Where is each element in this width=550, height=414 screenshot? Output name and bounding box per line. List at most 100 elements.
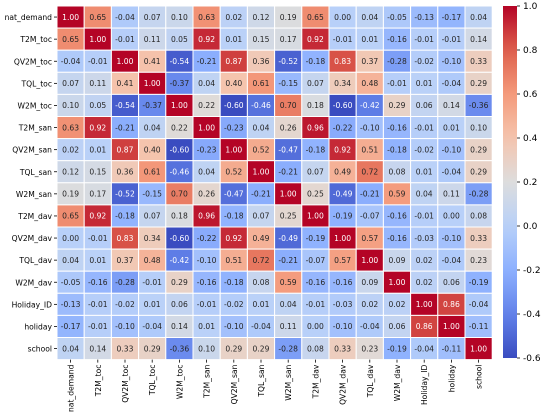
y-tick-label: school xyxy=(28,345,52,354)
cell-value-label: 0.51 xyxy=(361,145,378,154)
cell-value-label: -0.23 xyxy=(197,145,217,154)
cell-value-label: -0.01 xyxy=(88,57,108,66)
cell-value-label: 0.01 xyxy=(253,300,270,309)
y-tick-label: holiday xyxy=(24,322,52,331)
cell-value-label: 0.48 xyxy=(361,79,378,88)
cell-value-label: 0.08 xyxy=(470,212,487,221)
cell-value-label: -0.04 xyxy=(142,322,162,331)
cell-value-label: -0.36 xyxy=(170,344,190,353)
y-tick-label: W2M_dav xyxy=(15,278,52,287)
cell-value-label: -0.19 xyxy=(469,278,489,287)
cell-value-label: 0.92 xyxy=(89,123,106,132)
y-tick-label: TQL_dav xyxy=(18,256,52,265)
cell-value-label: 0.29 xyxy=(389,101,406,110)
cell-value-label: 0.36 xyxy=(117,167,134,176)
cell-value-label: 0.22 xyxy=(198,101,215,110)
cell-value-label: 0.01 xyxy=(416,79,433,88)
cell-value-label: -0.07 xyxy=(306,256,326,265)
cell-value-label: 0.65 xyxy=(89,13,106,22)
cell-value-label: 0.17 xyxy=(89,190,106,199)
cell-value-label: 0.57 xyxy=(334,256,351,265)
cell-value-label: 0.70 xyxy=(280,101,297,110)
y-tick-label: TQL_toc xyxy=(21,79,52,88)
cell-value-label: 0.10 xyxy=(470,123,487,132)
cell-value-label: -0.16 xyxy=(197,278,217,287)
cell-value-label: -0.18 xyxy=(224,278,244,287)
cell-value-label: 1.00 xyxy=(144,79,161,88)
cell-value-label: 0.01 xyxy=(89,145,106,154)
cell-value-label: -0.21 xyxy=(278,256,298,265)
colorbar-tick-label: 1.0 xyxy=(523,2,538,12)
colorbar-tick-label: -0.2 xyxy=(523,266,541,276)
cell-value-label: -0.04 xyxy=(115,13,135,22)
cell-value-label: 0.14 xyxy=(470,35,487,44)
cell-value-label: 1.00 xyxy=(443,322,460,331)
cell-value-label: -0.21 xyxy=(197,57,217,66)
cell-value-label: 0.04 xyxy=(470,13,487,22)
cell-value-label: 0.52 xyxy=(225,167,242,176)
cell-value-label: 0.86 xyxy=(443,300,460,309)
cell-value-label: 0.01 xyxy=(89,256,106,265)
cell-value-label: 0.92 xyxy=(307,35,324,44)
cell-value-label: 0.01 xyxy=(416,167,433,176)
cell-value-label: 1.00 xyxy=(225,145,242,154)
cell-value-label: 0.12 xyxy=(253,13,270,22)
cell-value-label: 0.87 xyxy=(117,145,134,154)
cell-value-label: 1.00 xyxy=(117,57,134,66)
cell-value-label: 0.07 xyxy=(307,167,324,176)
cell-value-label: 0.29 xyxy=(470,79,487,88)
cell-value-label: -0.18 xyxy=(387,145,407,154)
cell-value-label: 1.00 xyxy=(334,234,351,243)
cell-value-label: 0.59 xyxy=(280,278,297,287)
cell-value-label: -0.01 xyxy=(115,35,135,44)
cell-value-label: -0.28 xyxy=(278,344,298,353)
cell-value-label: 1.00 xyxy=(280,190,297,199)
cell-value-label: 0.02 xyxy=(62,145,79,154)
cell-value-label: 0.06 xyxy=(389,322,406,331)
x-tick-label: Holiday_ID xyxy=(420,364,429,405)
cell-value-label: -0.52 xyxy=(115,190,135,199)
cell-value-label: 0.15 xyxy=(89,167,106,176)
cell-value-label: 0.72 xyxy=(253,256,270,265)
cell-value-label: 0.01 xyxy=(144,300,161,309)
cell-value-label: 0.61 xyxy=(253,79,270,88)
cell-value-label: -0.15 xyxy=(278,79,298,88)
cell-value-label: 0.92 xyxy=(334,145,351,154)
cell-value-label: -0.15 xyxy=(142,190,162,199)
cell-value-label: 0.70 xyxy=(171,190,188,199)
x-tick-label: T2M_toc xyxy=(94,365,103,398)
cell-value-label: -0.52 xyxy=(278,57,298,66)
cell-value-label: 0.05 xyxy=(89,101,106,110)
cell-value-label: 1.00 xyxy=(198,123,215,132)
colorbar-tick-label: 0.6 xyxy=(523,90,538,100)
cell-value-label: -0.17 xyxy=(61,322,81,331)
y-tick-label: QV2M_dav xyxy=(12,234,53,243)
x-tick-label: W2M_toc xyxy=(175,365,184,400)
cell-value-label: -0.18 xyxy=(115,212,135,221)
cell-value-label: -0.28 xyxy=(387,57,407,66)
cell-value-label: -0.17 xyxy=(442,13,462,22)
colorbar-tick-label: 0.2 xyxy=(523,178,537,188)
cell-value-label: 0.10 xyxy=(198,344,215,353)
cell-value-label: -0.04 xyxy=(414,344,434,353)
cell-value-label: 0.04 xyxy=(280,300,297,309)
cell-value-label: 0.57 xyxy=(361,234,378,243)
cell-value-label: 0.14 xyxy=(171,322,188,331)
cell-value-label: 0.11 xyxy=(443,190,460,199)
cell-value-label: 0.11 xyxy=(89,79,106,88)
cell-value-label: 0.06 xyxy=(443,278,460,287)
x-tick-label: W2M_dav xyxy=(393,364,402,401)
cell-value-label: 1.00 xyxy=(470,344,487,353)
cell-value-label: 1.00 xyxy=(253,167,270,176)
cell-value-label: 0.07 xyxy=(307,79,324,88)
y-tick-label: T2M_toc xyxy=(19,35,52,44)
cell-value-label: 0.02 xyxy=(225,13,242,22)
colorbar: 1.0 0.8 0.6 0.4 0.2 0.0 -0.2 -0.4 -0.6 xyxy=(503,2,541,364)
cell-value-label: -0.16 xyxy=(333,278,353,287)
cell-value-label: -0.18 xyxy=(224,212,244,221)
cell-value-label: -0.11 xyxy=(469,322,489,331)
cell-value-label: -0.28 xyxy=(115,278,135,287)
cell-value-label: 0.07 xyxy=(253,212,270,221)
cell-value-label: 1.00 xyxy=(361,256,378,265)
cell-value-label: -0.04 xyxy=(251,322,271,331)
